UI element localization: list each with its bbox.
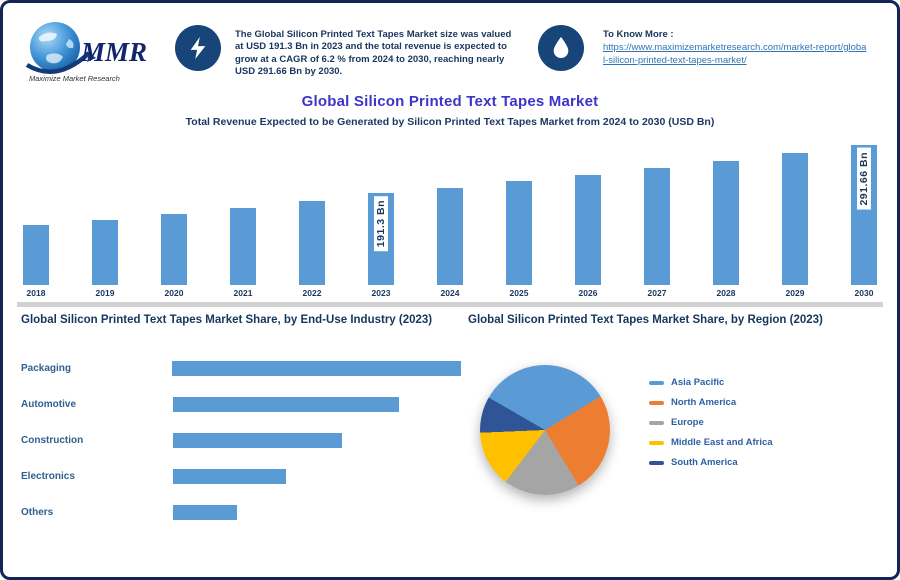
x-axis-label: 2021	[233, 288, 253, 298]
legend-item: North America	[649, 397, 773, 408]
column: 291.66 Bn 2030	[851, 145, 877, 299]
hbar-label: Packaging	[21, 363, 72, 374]
hbar-label: Electronics	[21, 471, 75, 482]
column: 2027	[644, 168, 670, 299]
x-axis-label: 2022	[302, 288, 322, 298]
legend-label: South America	[671, 457, 738, 468]
market-summary-text: The Global Silicon Printed Text Tapes Ma…	[235, 29, 512, 78]
legend-marker	[649, 400, 664, 405]
page-title: Global Silicon Printed Text Tapes Market	[301, 93, 599, 110]
legend-label: Europe	[671, 417, 704, 428]
globe-icon	[30, 22, 80, 72]
bar-2019	[92, 219, 118, 285]
legend-item: Middle East and Africa	[649, 437, 773, 448]
link-label: To Know More :	[603, 29, 674, 40]
legend-marker	[649, 420, 664, 425]
lightning-icon	[190, 37, 206, 59]
pie-legend: Asia Pacific North America Europe Middle Ea…	[649, 377, 773, 477]
bar-2029	[782, 153, 808, 285]
hbar-row: Construction	[21, 433, 461, 448]
legend-label: Middle East and Africa	[671, 437, 773, 448]
legend-item: Asia Pacific	[649, 377, 773, 388]
x-axis-label: 2018	[26, 288, 46, 298]
x-axis-label: 2026	[578, 288, 598, 298]
column: 2020	[161, 214, 187, 299]
hbar-bar	[172, 361, 461, 376]
column: 2029	[782, 153, 808, 299]
hbar-label: Automotive	[21, 399, 76, 410]
bar-2028	[713, 160, 739, 285]
legend-label: Asia Pacific	[671, 377, 725, 388]
bar-value-label: 191.3 Bn	[374, 196, 388, 252]
bar-2021	[230, 207, 256, 285]
hbar-row: Automotive	[21, 397, 461, 412]
bar-2024	[437, 187, 463, 285]
bar-2026	[575, 175, 601, 285]
x-axis-label: 2023	[371, 288, 391, 298]
column: 2018	[23, 225, 49, 299]
legend-marker	[649, 440, 664, 445]
column: 2025	[506, 181, 532, 299]
x-axis-label: 2028	[716, 288, 736, 298]
bar-2023: 191.3 Bn	[368, 193, 394, 285]
left-section-heading: Global Silicon Printed Text Tapes Market…	[21, 314, 433, 326]
page-subtitle: Total Revenue Expected to be Generated b…	[185, 116, 715, 128]
bar-2025	[506, 181, 532, 285]
highlight-badge	[175, 25, 221, 71]
globe-logo-graphic: MMR Maximize Market Research	[25, 22, 147, 83]
logo-tagline: Maximize Market Research	[29, 74, 120, 83]
hbar-label: Others	[21, 507, 54, 518]
droplet-icon	[553, 37, 569, 59]
hbar-row: Electronics	[21, 469, 461, 484]
bar-2027	[644, 168, 670, 285]
x-axis-label: 2030	[854, 288, 874, 298]
hbar-bar	[173, 469, 286, 484]
bar-2020	[161, 214, 187, 285]
report-link[interactable]: https://www.maximizemarketresearch.com/m…	[603, 41, 867, 66]
logo-text: MMR	[80, 37, 147, 67]
legend-label: North America	[671, 397, 737, 408]
orbit-swoosh	[25, 51, 91, 74]
x-axis-label: 2029	[785, 288, 805, 298]
column: 2021	[230, 207, 256, 299]
bar-value-label: 291.66 Bn	[857, 148, 871, 210]
x-axis-label: 2027	[647, 288, 667, 298]
mmr-logo: MMR Maximize Market Research	[17, 13, 173, 85]
column-chart: 2018 2019 2020 2021 2022 191.3 Bn 2023 2024 2025…	[23, 141, 877, 299]
x-axis-label: 2020	[164, 288, 184, 298]
bar-2030: 291.66 Bn	[851, 145, 877, 285]
section-divider	[17, 302, 883, 307]
legend-item: Europe	[649, 417, 773, 428]
hbar-bar	[173, 505, 237, 520]
column: 2028	[713, 160, 739, 299]
right-section-heading: Global Silicon Printed Text Tapes Market…	[468, 314, 823, 326]
x-axis-label: 2025	[509, 288, 529, 298]
hbar-bar	[173, 433, 342, 448]
column: 191.3 Bn 2023	[368, 193, 394, 299]
bar-2022	[299, 200, 325, 285]
x-axis-label: 2019	[95, 288, 115, 298]
legend-marker	[649, 380, 664, 385]
hbar-chart: Packaging Automotive Construction Electroni…	[21, 361, 461, 541]
column: 2022	[299, 200, 325, 300]
report-link-block: To Know More : https://www.maximizemarke…	[603, 29, 867, 67]
x-axis-label: 2024	[440, 288, 460, 298]
column: 2024	[437, 187, 463, 300]
link-badge	[538, 25, 584, 71]
pie-chart	[480, 365, 610, 495]
legend-marker	[649, 460, 664, 465]
hbar-row: Packaging	[21, 361, 461, 376]
legend-item: South America	[649, 457, 773, 468]
column: 2026	[575, 175, 601, 299]
column: 2019	[92, 219, 118, 299]
hbar-label: Construction	[21, 435, 84, 446]
hbar-bar	[173, 397, 399, 412]
bar-2018	[23, 225, 49, 285]
hbar-row: Others	[21, 505, 461, 520]
